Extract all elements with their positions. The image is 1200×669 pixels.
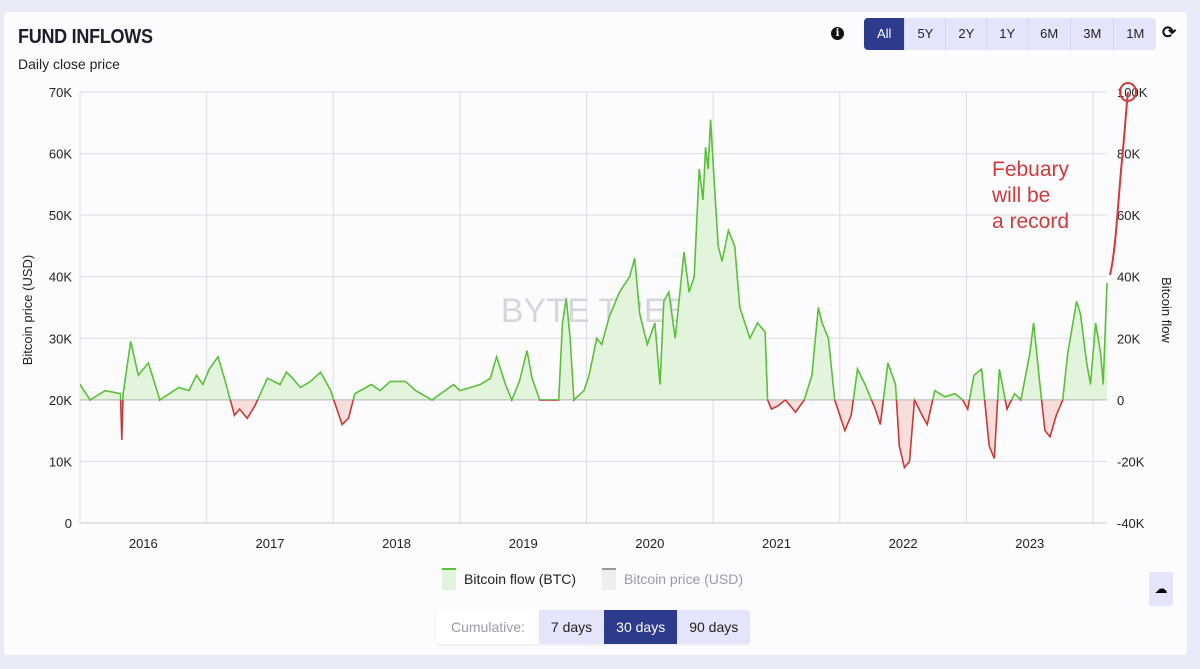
annotation: Febuary will be a record [991,82,1137,276]
x-tick-label: 2020 [635,536,664,551]
range-3m-button[interactable]: 3M [1070,18,1113,50]
y-left-tick-label: 70K [49,85,72,100]
x-tick-label: 2018 [382,536,411,551]
range-selector: All 5Y 2Y 1Y 6M 3M 1M [864,18,1157,50]
x-tick-label: 2022 [889,536,918,551]
legend-bitcoin-flow[interactable]: Bitcoin flow (BTC) [442,568,576,590]
x-tick-label: 2023 [1015,536,1044,551]
annotation-text-3: a record [992,210,1069,233]
legend-swatch-flow [442,568,456,590]
info-icon[interactable]: i [831,27,844,40]
x-tick-label: 2017 [255,536,284,551]
fund-inflows-card: FUND INFLOWS Daily close price i All 5Y … [4,12,1187,655]
legend-bitcoin-price[interactable]: Bitcoin price (USD) [602,568,743,590]
chart-subtitle: Daily close price [18,56,120,72]
flow-line-positive [80,119,1108,400]
annotation-text-2: will be [991,184,1050,207]
page-title: FUND INFLOWS [18,26,153,48]
annotation-text-1: Febuary [992,158,1070,181]
refresh-icon[interactable]: ⟳ [1162,23,1177,42]
y-left-tick-label: 10K [49,454,72,469]
y-axis-right-label: Bitcoin flow [1159,277,1174,343]
y-left-tick-label: 60K [49,147,72,162]
cumulative-7-days-button[interactable]: 7 days [538,610,605,644]
y-right-tick-label: 20K [1117,331,1140,346]
range-all-button[interactable]: All [864,18,905,50]
y-left-tick-label: 30K [49,331,72,346]
legend-label-price: Bitcoin price (USD) [624,571,744,587]
cloud-download-icon[interactable]: ☁ [1149,572,1173,606]
legend-label-flow: Bitcoin flow (BTC) [464,571,577,587]
y-axis-left-label: Bitcoin price (USD) [20,255,35,366]
y-right-tick-label: -20K [1117,454,1145,469]
y-left-tick-label: 20K [49,393,72,408]
y-left-tick-label: 40K [49,270,72,285]
cumulative-30-days-button[interactable]: 30 days [604,610,678,644]
y-right-tick-label: -40K [1117,516,1145,531]
range-2y-button[interactable]: 2Y [945,18,986,50]
y-right-tick-label: 40K [1117,270,1140,285]
x-tick-label: 2021 [762,536,791,551]
cumulative-selector: Cumulative: 7 days 30 days 90 days [436,610,751,644]
cumulative-label: Cumulative: [451,619,525,635]
range-5y-button[interactable]: 5Y [904,18,945,50]
annotation-line [1109,91,1129,276]
range-6m-button[interactable]: 6M [1027,18,1070,50]
range-1m-button[interactable]: 1M [1113,18,1156,50]
watermark: BYTE TREE [501,292,689,330]
x-tick-label: 2019 [509,536,538,551]
y-right-tick-label: 60K [1117,208,1140,223]
y-right-tick-label: 100K [1117,85,1148,100]
legend-swatch-price [602,568,616,590]
y-right-tick-label: 0 [1117,393,1124,408]
annotation-circle [1119,82,1137,102]
range-1y-button[interactable]: 1Y [986,18,1027,50]
cumulative-90-days-button[interactable]: 90 days [677,610,751,644]
y-right-tick-label: 80K [1117,147,1140,162]
y-left-tick-label: 50K [49,208,72,223]
y-left-tick-label: 0 [65,516,72,531]
x-tick-label: 2016 [129,536,158,551]
